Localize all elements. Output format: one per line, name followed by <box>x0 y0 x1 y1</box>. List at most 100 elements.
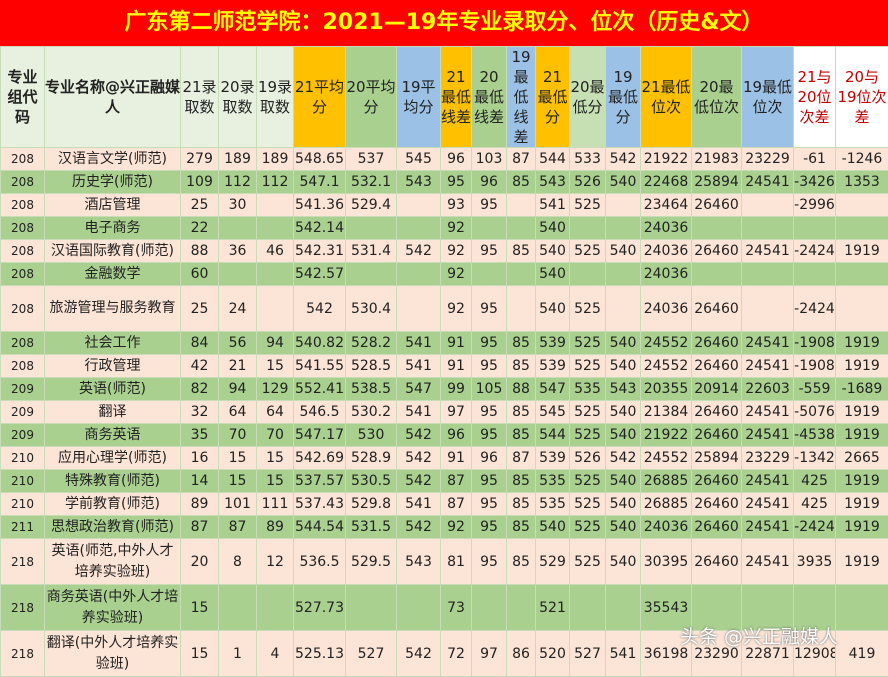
cell-diff-19 <box>507 194 536 217</box>
cell-min-19: 540 <box>606 332 641 355</box>
cell-diff-19: 87 <box>507 447 536 470</box>
cell-min-20: 525 <box>570 516 606 539</box>
cell-rank-20: 26460 <box>692 355 742 378</box>
cell-rank-21: 23464 <box>641 194 692 217</box>
cell-min-19 <box>606 217 641 240</box>
header-admit-21: 21录取数 <box>181 47 219 148</box>
cell-min-21: 539 <box>536 332 570 355</box>
cell-rank-19 <box>742 263 794 286</box>
cell-min-20 <box>570 263 606 286</box>
cell-admit-21: 60 <box>181 263 219 286</box>
cell-rank-20: 26460 <box>692 332 742 355</box>
cell-avg-21: 547.17 <box>294 424 346 447</box>
cell-rank-19: 24541 <box>742 401 794 424</box>
cell-admit-21: 88 <box>181 240 219 263</box>
cell-avg-21: 542.14 <box>294 217 346 240</box>
cell-diff-19: 88 <box>507 378 536 401</box>
cell-avg-20: 530.5 <box>346 470 397 493</box>
cell-admit-20: 56 <box>219 332 257 355</box>
header-avg-19: 19平均分 <box>397 47 441 148</box>
cell-rank-21: 24036 <box>641 240 692 263</box>
cell-admit-20 <box>219 585 257 631</box>
cell-diff-21: 72 <box>441 631 472 677</box>
cell-diff-19: 85 <box>507 516 536 539</box>
cell-min-19: 540 <box>606 355 641 378</box>
cell-diff-19: 86 <box>507 631 536 677</box>
cell-rank-20: 26460 <box>692 424 742 447</box>
cell-avg-19: 541 <box>397 493 441 516</box>
header-major-name: 专业名称@兴正融媒人 <box>45 47 181 148</box>
cell-min-19: 540 <box>606 171 641 194</box>
cell-group-code: 218 <box>1 539 45 585</box>
cell-group-code: 211 <box>1 516 45 539</box>
cell-min-19: 540 <box>606 401 641 424</box>
cell-rank-diff-21-20: -559 <box>794 378 836 401</box>
cell-major-name: 思想政治教育(师范) <box>45 516 181 539</box>
cell-diff-21: 97 <box>441 401 472 424</box>
cell-min-21: 535 <box>536 493 570 516</box>
cell-min-20: 525 <box>570 194 606 217</box>
cell-avg-20: 528.9 <box>346 447 397 470</box>
cell-rank-diff-20-19: 1919 <box>836 539 888 585</box>
cell-avg-20: 529.4 <box>346 194 397 217</box>
cell-min-19: 540 <box>606 240 641 263</box>
cell-admit-19 <box>257 585 294 631</box>
cell-admit-20: 101 <box>219 493 257 516</box>
cell-avg-19: 542 <box>397 470 441 493</box>
cell-min-21: 540 <box>536 286 570 332</box>
cell-min-20: 535 <box>570 378 606 401</box>
cell-major-name: 电子商务 <box>45 217 181 240</box>
cell-avg-21: 540.82 <box>294 332 346 355</box>
cell-avg-19: 543 <box>397 539 441 585</box>
cell-major-name: 商务英语 <box>45 424 181 447</box>
cell-avg-20 <box>346 217 397 240</box>
cell-group-code: 208 <box>1 332 45 355</box>
cell-admit-19: 12 <box>257 539 294 585</box>
cell-min-19: 542 <box>606 148 641 171</box>
cell-rank-21: 24036 <box>641 263 692 286</box>
cell-admit-19: 189 <box>257 148 294 171</box>
cell-major-name: 酒店管理 <box>45 194 181 217</box>
cell-rank-diff-21-20 <box>794 217 836 240</box>
cell-rank-diff-21-20: -3426 <box>794 171 836 194</box>
cell-admit-19: 64 <box>257 401 294 424</box>
cell-avg-19: 542 <box>397 516 441 539</box>
cell-diff-20: 95 <box>472 286 507 332</box>
cell-rank-diff-21-20: -5076 <box>794 401 836 424</box>
cell-diff-19: 85 <box>507 332 536 355</box>
cell-admit-20 <box>219 263 257 286</box>
cell-group-code: 209 <box>1 401 45 424</box>
cell-avg-20: 528.5 <box>346 355 397 378</box>
cell-avg-20: 530 <box>346 424 397 447</box>
header-min-19: 19最低分 <box>606 47 641 148</box>
cell-diff-21: 92 <box>441 516 472 539</box>
cell-diff-19: 85 <box>507 539 536 585</box>
cell-diff-20 <box>472 217 507 240</box>
cell-min-19 <box>606 263 641 286</box>
cell-group-code: 208 <box>1 240 45 263</box>
cell-rank-19: 24541 <box>742 470 794 493</box>
cell-avg-21: 537.43 <box>294 493 346 516</box>
cell-diff-21: 96 <box>441 148 472 171</box>
cell-rank-diff-20-19: 1919 <box>836 401 888 424</box>
cell-rank-diff-20-19: 419 <box>836 631 888 677</box>
cell-group-code: 210 <box>1 493 45 516</box>
cell-rank-diff-20-19: 1919 <box>836 424 888 447</box>
cell-rank-diff-20-19 <box>836 263 888 286</box>
cell-min-19: 540 <box>606 424 641 447</box>
cell-admit-20: 36 <box>219 240 257 263</box>
cell-major-name: 汉语国际教育(师范) <box>45 240 181 263</box>
cell-avg-21: 546.5 <box>294 401 346 424</box>
cell-diff-19 <box>507 263 536 286</box>
cell-admit-20: 70 <box>219 424 257 447</box>
cell-rank-diff-20-19 <box>836 585 888 631</box>
cell-rank-diff-20-19: 1919 <box>836 493 888 516</box>
cell-diff-21: 87 <box>441 470 472 493</box>
cell-admit-19: 112 <box>257 171 294 194</box>
cell-avg-21: 548.65 <box>294 148 346 171</box>
